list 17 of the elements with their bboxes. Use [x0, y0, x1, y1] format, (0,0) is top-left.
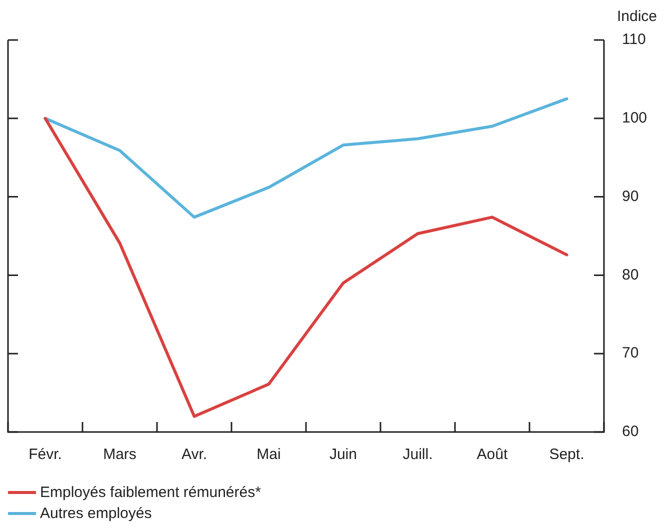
x-tick-label: Août [476, 446, 508, 464]
x-tick-label: Juill. [402, 446, 433, 464]
x-tick-label: Juin [329, 446, 357, 464]
x-tick-label: Mars [103, 446, 136, 464]
y-tick-label: 90 [622, 188, 639, 205]
y-tick-label: 100 [622, 110, 648, 127]
y-tick-label: 60 [622, 423, 639, 440]
x-tick-label: Mai [256, 446, 281, 464]
x-tick-label: Févr. [28, 446, 62, 464]
x-tick-label: Sept. [549, 446, 584, 464]
x-tick-label: Avr. [181, 446, 208, 464]
y-tick-label: 110 [622, 31, 646, 48]
legend-label: Autres employés [40, 505, 152, 522]
y-axis-title: Indice [616, 8, 657, 25]
legend-label: Employés faiblement rémunérés* [40, 484, 261, 501]
y-tick-label: 80 [622, 266, 639, 284]
y-tick-label: 70 [622, 344, 639, 362]
